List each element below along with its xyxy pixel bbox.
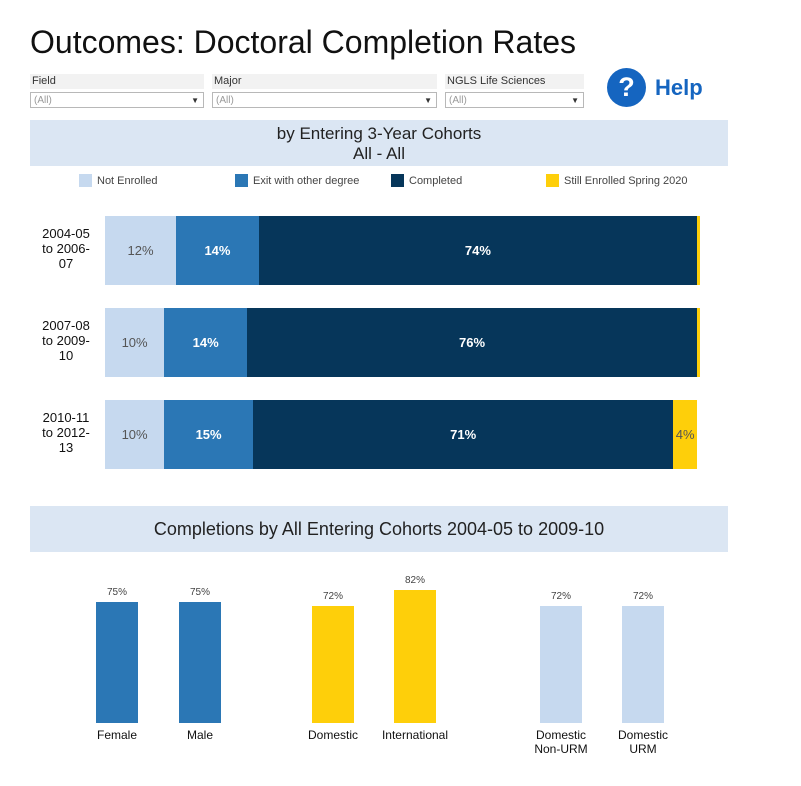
column-data-label: 75% <box>106 586 127 598</box>
cohort-label: 2004-05 to 2006- 07 <box>42 226 90 271</box>
legend-swatch <box>235 174 248 187</box>
filter-major-label: Major <box>212 74 437 89</box>
category-label: Female <box>96 728 137 742</box>
chart1-subtitle: All - All <box>353 144 405 163</box>
help-label: Help <box>655 74 703 100</box>
filter-major-value: (All) <box>216 95 234 106</box>
filter-major[interactable]: Major (All) ▼ <box>212 74 437 112</box>
category-label: Domestic <box>307 728 358 742</box>
bar-segment: 15% <box>164 400 253 469</box>
filter-field[interactable]: Field (All) ▼ <box>30 74 204 112</box>
legend-swatch <box>79 174 92 187</box>
column-bar <box>96 601 138 723</box>
bar-data-label: 76% <box>459 335 486 350</box>
bar-segment: 14% <box>164 308 248 377</box>
bar-data-label: 4% <box>675 427 695 442</box>
column-bar <box>179 601 221 723</box>
bar-segment <box>697 216 700 285</box>
question-icon: ? <box>607 68 646 107</box>
bar-data-label: 10% <box>121 427 148 442</box>
help-button[interactable]: ? Help <box>607 68 703 107</box>
column-data-label: 72% <box>550 591 571 603</box>
cohort-label: 2010-11 to 2012- 13 <box>42 410 90 455</box>
legend-label: Completed <box>409 174 463 187</box>
column-data-label: 72% <box>632 591 653 603</box>
caret-down-icon: ▼ <box>191 96 199 105</box>
bar-data-label: 14% <box>192 335 219 350</box>
column-bar <box>622 606 664 723</box>
filter-ngls-select[interactable]: (All) ▼ <box>445 92 584 108</box>
bar-segment: 76% <box>247 308 697 377</box>
bar-data-label: 12% <box>127 243 154 258</box>
column-data-label: 72% <box>322 591 343 603</box>
bar-data-label: 10% <box>121 335 148 350</box>
legend-label: Still Enrolled Spring 2020 <box>564 174 688 187</box>
column-bar <box>540 606 582 723</box>
filter-ngls-label: NGLS Life Sciences <box>445 74 584 89</box>
legend-item: Not Enrolled <box>79 174 158 187</box>
bar-data-label: 14% <box>204 243 231 258</box>
bar-segment: 12% <box>105 216 177 285</box>
caret-down-icon: ▼ <box>571 96 579 105</box>
chart1-title: by Entering 3-Year Cohorts <box>276 124 482 143</box>
bar-segment <box>697 308 700 377</box>
filter-field-label: Field <box>30 74 204 89</box>
category-label: Male <box>186 728 213 742</box>
legend-item: Still Enrolled Spring 2020 <box>546 174 688 187</box>
bar-data-label: 74% <box>464 243 491 258</box>
filter-major-select[interactable]: (All) ▼ <box>212 92 437 108</box>
category-label: International <box>381 728 449 742</box>
column-data-label: 75% <box>189 586 210 598</box>
bar-segment: 10% <box>105 400 165 469</box>
column-bar <box>312 606 354 723</box>
chart1-header: by Entering 3-Year Cohorts All - All <box>30 120 728 166</box>
legend-swatch <box>391 174 404 187</box>
bar-data-label: 15% <box>195 427 222 442</box>
cohort-label: 2007-08 to 2009- 10 <box>42 318 90 363</box>
bar-segment: 4% <box>673 400 697 469</box>
legend-item: Completed <box>391 174 462 187</box>
page-title: Outcomes: Doctoral Completion Rates <box>30 24 576 60</box>
legend-label: Exit with other degree <box>253 174 360 187</box>
legend-label: Not Enrolled <box>97 174 158 187</box>
bar-segment: 71% <box>253 400 674 469</box>
legend-item: Exit with other degree <box>235 174 359 187</box>
filter-field-select[interactable]: (All) ▼ <box>30 92 204 108</box>
bar-segment: 74% <box>258 216 697 285</box>
bar-data-label: 71% <box>450 427 477 442</box>
filter-field-value: (All) <box>34 95 52 106</box>
bar-segment: 14% <box>176 216 259 285</box>
category-label: Domestic Non-URM <box>534 728 588 756</box>
legend-swatch <box>546 174 559 187</box>
category-label: Domestic URM <box>617 728 668 756</box>
chart2-title: Completions by All Entering Cohorts 2004… <box>30 506 728 552</box>
bar-segment: 10% <box>105 308 165 377</box>
column-data-label: 82% <box>404 575 425 587</box>
filter-ngls-value: (All) <box>449 95 467 106</box>
column-bar <box>394 590 436 723</box>
filter-ngls[interactable]: NGLS Life Sciences (All) ▼ <box>445 74 584 112</box>
caret-down-icon: ▼ <box>424 96 432 105</box>
